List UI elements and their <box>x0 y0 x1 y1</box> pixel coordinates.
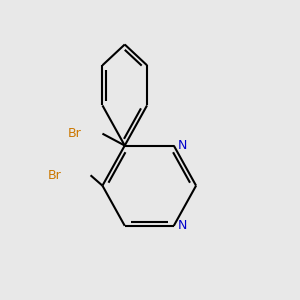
Text: Br: Br <box>67 127 81 140</box>
Text: N: N <box>177 219 187 232</box>
Text: Br: Br <box>48 169 62 182</box>
Text: N: N <box>177 139 187 152</box>
